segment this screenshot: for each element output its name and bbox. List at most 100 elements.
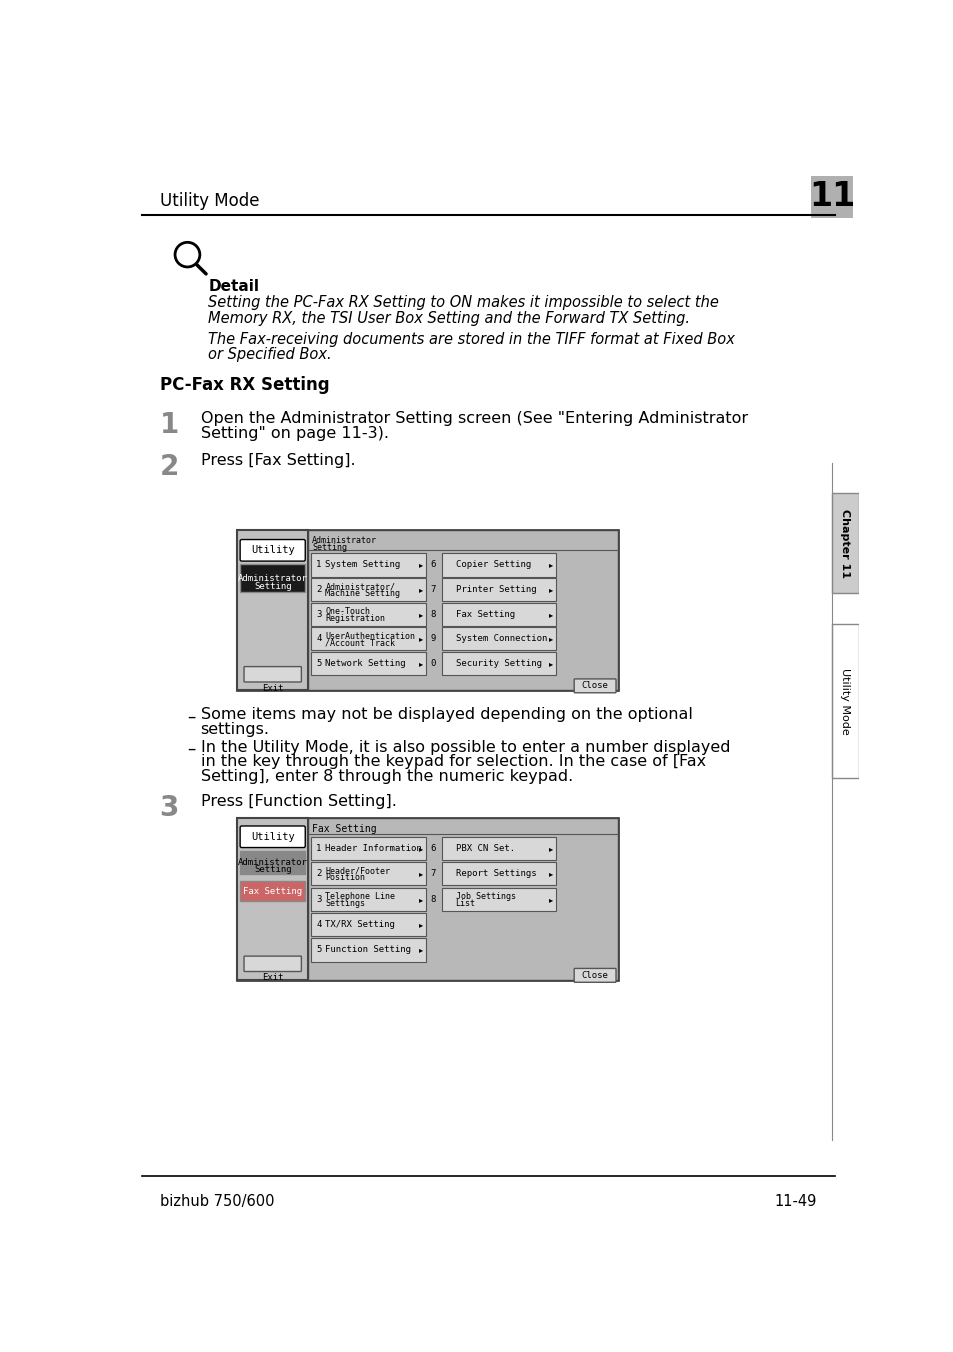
Text: ▸: ▸ <box>418 895 422 903</box>
Text: The Fax-receiving documents are stored in the TIFF format at Fixed Box: The Fax-receiving documents are stored i… <box>208 331 735 346</box>
Text: PC-Fax RX Setting: PC-Fax RX Setting <box>159 376 329 395</box>
Text: 5: 5 <box>315 658 321 668</box>
Bar <box>240 850 305 873</box>
Text: Setting], enter 8 through the numeric keypad.: Setting], enter 8 through the numeric ke… <box>200 769 572 784</box>
Bar <box>236 818 308 980</box>
Text: ▸: ▸ <box>418 869 422 879</box>
Text: 1: 1 <box>159 411 178 439</box>
Text: Header/Footer: Header/Footer <box>325 867 390 876</box>
Bar <box>240 882 305 902</box>
Text: ▸: ▸ <box>418 634 422 644</box>
Text: In the Utility Mode, it is also possible to enter a number displayed: In the Utility Mode, it is also possible… <box>200 740 729 754</box>
Text: 3: 3 <box>315 610 321 619</box>
Text: –: – <box>187 707 195 726</box>
Text: System Setting: System Setting <box>325 561 400 569</box>
Text: Security Setting: Security Setting <box>456 658 541 668</box>
Text: Chapter 11: Chapter 11 <box>840 508 849 577</box>
Bar <box>441 579 556 602</box>
Text: Job Settings: Job Settings <box>456 892 515 900</box>
FancyBboxPatch shape <box>244 667 301 681</box>
Text: Setting: Setting <box>312 542 347 552</box>
Text: ▸: ▸ <box>548 585 553 594</box>
Text: 6: 6 <box>430 844 435 853</box>
Text: Setting: Setting <box>253 865 292 875</box>
Text: Detail: Detail <box>208 280 259 295</box>
Bar <box>831 493 858 594</box>
Circle shape <box>174 242 199 266</box>
Text: TX/RX Setting: TX/RX Setting <box>325 921 395 929</box>
Text: Fax Setting: Fax Setting <box>312 825 376 834</box>
Text: ▸: ▸ <box>548 844 553 853</box>
Text: Utility Mode: Utility Mode <box>159 192 259 210</box>
Text: Administrator: Administrator <box>237 575 307 583</box>
Text: Open the Administrator Setting screen (See "Entering Administrator: Open the Administrator Setting screen (S… <box>200 411 747 426</box>
Text: Fax Setting: Fax Setting <box>456 610 515 619</box>
Text: 4: 4 <box>315 634 321 644</box>
Text: Machine Setting: Machine Setting <box>325 589 400 599</box>
Text: Network Setting: Network Setting <box>325 658 406 668</box>
Bar <box>311 603 426 626</box>
Bar <box>831 625 858 779</box>
Text: settings.: settings. <box>200 722 270 737</box>
Bar <box>441 603 556 626</box>
Text: –: – <box>187 740 195 757</box>
Bar <box>311 553 426 576</box>
Text: Close: Close <box>581 681 608 691</box>
Text: Function Setting: Function Setting <box>325 945 411 955</box>
Text: ▸: ▸ <box>548 895 553 903</box>
Text: One-Touch: One-Touch <box>325 607 370 617</box>
Text: Administrator/: Administrator/ <box>325 583 395 591</box>
Bar <box>441 837 556 860</box>
Text: Administrator: Administrator <box>312 537 376 545</box>
Text: List: List <box>456 899 476 907</box>
Text: Press [Function Setting].: Press [Function Setting]. <box>200 794 396 808</box>
Text: 9: 9 <box>430 634 435 644</box>
Text: 11-49: 11-49 <box>774 1194 816 1209</box>
Text: bizhub 750/600: bizhub 750/600 <box>159 1194 274 1209</box>
Text: Report Settings: Report Settings <box>456 869 536 879</box>
Bar <box>311 863 426 886</box>
Text: Setting: Setting <box>253 581 292 591</box>
Text: Position: Position <box>325 873 365 883</box>
Bar <box>311 579 426 602</box>
Bar <box>311 938 426 961</box>
Bar <box>441 627 556 650</box>
Bar <box>311 913 426 936</box>
Text: Printer Setting: Printer Setting <box>456 585 536 594</box>
Bar <box>236 818 618 980</box>
Text: ▸: ▸ <box>418 921 422 929</box>
Bar <box>441 652 556 675</box>
Text: Exit: Exit <box>262 973 283 982</box>
Text: Utility: Utility <box>251 545 294 556</box>
Text: 2: 2 <box>315 869 321 879</box>
Text: 1: 1 <box>315 844 321 853</box>
Text: 5: 5 <box>315 945 321 955</box>
Bar <box>311 627 426 650</box>
Text: ▸: ▸ <box>418 610 422 619</box>
Text: Settings: Settings <box>325 899 365 907</box>
Text: Copier Setting: Copier Setting <box>456 561 530 569</box>
Text: Setting" on page 11-3).: Setting" on page 11-3). <box>200 426 388 441</box>
Bar <box>311 887 426 911</box>
Text: Utility Mode: Utility Mode <box>840 668 849 734</box>
Text: ▸: ▸ <box>548 658 553 668</box>
Text: Utility: Utility <box>251 831 294 842</box>
Text: ▸: ▸ <box>418 585 422 594</box>
Bar <box>441 553 556 576</box>
Text: Header Information: Header Information <box>325 844 422 853</box>
Bar <box>236 530 618 691</box>
Bar <box>308 818 618 980</box>
Text: ▸: ▸ <box>548 869 553 879</box>
Text: 4: 4 <box>315 921 321 929</box>
Text: ▸: ▸ <box>418 945 422 955</box>
FancyBboxPatch shape <box>240 826 305 848</box>
Text: Press [Fax Setting].: Press [Fax Setting]. <box>200 453 355 468</box>
Text: 8: 8 <box>430 895 435 903</box>
FancyBboxPatch shape <box>574 968 616 983</box>
Text: Close: Close <box>581 971 608 980</box>
Text: Telephone Line: Telephone Line <box>325 892 395 900</box>
Text: UserAuthentication: UserAuthentication <box>325 631 415 641</box>
Text: ▸: ▸ <box>418 561 422 569</box>
FancyBboxPatch shape <box>574 679 616 692</box>
Text: Setting the PC-Fax RX Setting to ON makes it impossible to select the: Setting the PC-Fax RX Setting to ON make… <box>208 296 719 311</box>
